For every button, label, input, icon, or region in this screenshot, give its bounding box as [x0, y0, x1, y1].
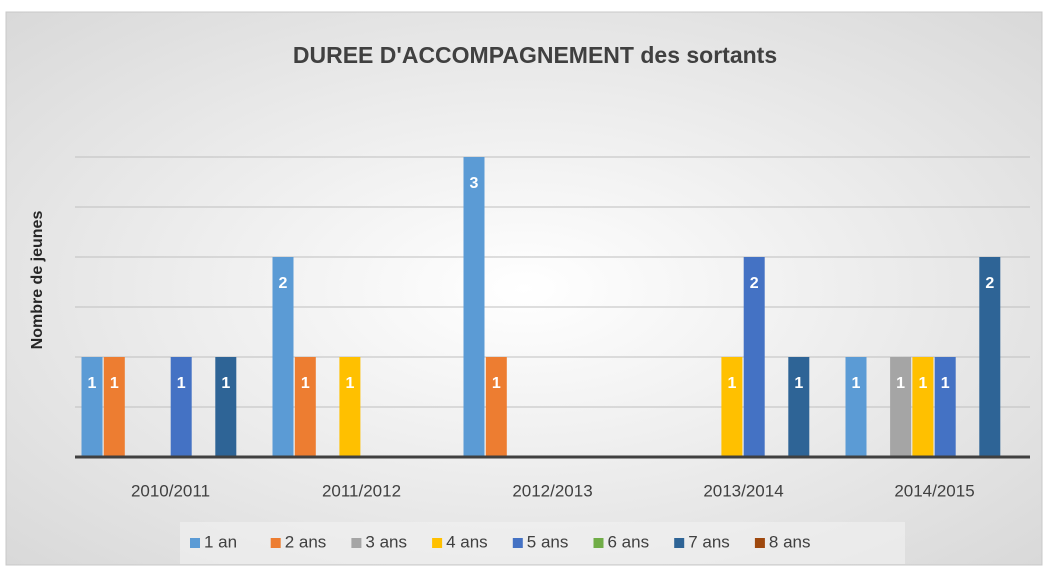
bar: [912, 357, 934, 457]
legend-swatch: [432, 538, 443, 548]
x-tick-label: 2012/2013: [512, 481, 592, 500]
data-label: 1: [492, 375, 501, 392]
data-label: 1: [110, 375, 119, 392]
data-label: 1: [301, 375, 310, 392]
bar: [103, 357, 125, 457]
bar: [934, 357, 956, 457]
x-tick-label: 2011/2012: [322, 481, 401, 500]
data-label: 1: [852, 375, 861, 392]
legend-label: 1 an: [204, 532, 237, 551]
bar: [339, 357, 361, 457]
data-label: 1: [794, 375, 803, 392]
data-label: 2: [985, 275, 994, 292]
legend-swatch: [351, 538, 362, 548]
legend-swatch: [593, 538, 604, 548]
data-label: 1: [941, 375, 950, 392]
bar: [215, 357, 237, 457]
bar: [890, 357, 912, 457]
bar: [845, 357, 867, 457]
bar: [170, 357, 192, 457]
x-tick-label: 2010/2011: [131, 481, 210, 500]
data-label: 2: [750, 275, 759, 292]
legend-label: 4 ans: [446, 532, 488, 551]
legend-label: 6 ans: [608, 532, 650, 551]
data-label: 3: [470, 175, 479, 192]
legend-swatch: [190, 538, 200, 548]
data-label: 1: [221, 375, 230, 392]
legend-label: 5 ans: [527, 532, 569, 551]
bar: [294, 357, 316, 457]
legend-label: 8 ans: [769, 532, 811, 551]
data-label: 1: [918, 375, 927, 392]
legend-label: 2 ans: [285, 532, 327, 551]
bar: [81, 357, 103, 457]
data-label: 2: [279, 275, 288, 292]
x-tick-label: 2014/2015: [894, 481, 974, 500]
chart-background: [5, 11, 1043, 566]
y-axis-label: Nombre de jeunes: [29, 211, 46, 350]
bar: [788, 357, 810, 457]
bar: [485, 357, 507, 457]
bar: [979, 257, 1001, 457]
chart-title: DUREE D'ACCOMPAGNEMENT des sortants: [293, 42, 777, 68]
legend-swatch: [754, 538, 765, 548]
data-label: 1: [345, 375, 354, 392]
data-label: 1: [177, 375, 186, 392]
x-tick-label: 2013/2014: [703, 481, 783, 500]
legend-swatch: [270, 538, 281, 548]
legend-swatch: [674, 538, 685, 548]
bar: [463, 157, 485, 457]
legend-background: [180, 522, 905, 564]
data-label: 1: [727, 375, 736, 392]
data-label: 1: [88, 375, 97, 392]
bar: [272, 257, 294, 457]
legend-label: 3 ans: [365, 532, 407, 551]
bar: [743, 257, 765, 457]
bar: [721, 357, 743, 457]
legend-swatch: [512, 538, 523, 548]
data-label: 1: [896, 375, 905, 392]
legend-label: 7 ans: [688, 532, 730, 551]
